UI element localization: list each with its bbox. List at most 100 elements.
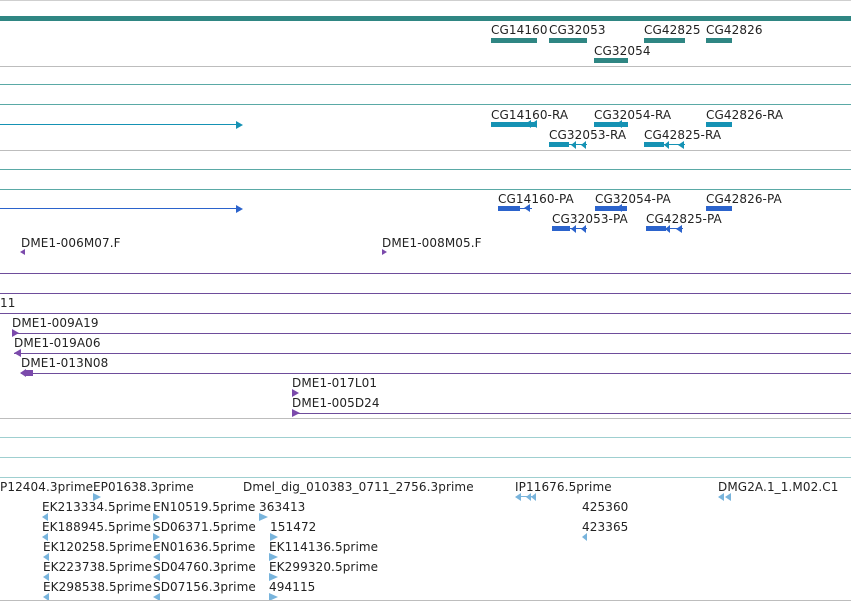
arrow-left-icon [14,349,21,357]
gene-label[interactable]: CG14160 [491,23,548,37]
est-label[interactable]: SD06371.5prime [153,520,256,534]
arrow-right-icon [270,533,278,541]
est-label[interactable]: DMG2A.1_1.M02.C1 [718,480,839,494]
est-label[interactable]: SD07156.3prime [153,580,256,594]
est-label[interactable]: 425360 [582,500,629,514]
clone-label[interactable]: DME1-019A06 [14,336,101,350]
track-separator [0,189,851,190]
transcript-label[interactable]: CG32053-RA [549,128,627,142]
est-label[interactable]: EK120258.5prime [43,540,153,554]
clone-line[interactable] [292,413,851,414]
clone-line[interactable] [12,333,851,334]
protein-feature[interactable] [706,206,732,211]
est-label[interactable]: 363413 [259,500,306,514]
arrow-left-icon [531,120,537,128]
arrow-left-icon [582,533,587,541]
transcript-feature[interactable] [549,142,569,147]
transcript-feature[interactable] [594,122,628,127]
gene-feature[interactable] [594,58,628,63]
protein-label[interactable]: CG42826-PA [706,192,782,206]
arrow-right-icon [93,493,101,501]
gene-feature[interactable] [491,38,537,43]
est-label[interactable]: EK223738.5prime [43,560,153,574]
track-separator [0,169,851,170]
est-label[interactable]: EK298538.5prime [43,580,153,594]
track-separator [0,273,851,274]
transcript-feature[interactable] [706,122,732,127]
arrow-left-icon [616,120,622,128]
clone-label[interactable]: 11 [0,296,16,310]
clone-label[interactable]: DME1-008M05.F [382,236,482,250]
est-label[interactable]: IP11676.5prime [515,480,612,494]
clone-line[interactable] [21,373,851,374]
arrow-left-icon [42,513,48,521]
protein-label[interactable]: CG32054-PA [595,192,671,206]
gene-label[interactable]: CG42825 [644,23,701,37]
gene-label[interactable]: CG32053 [549,23,606,37]
track-separator [0,418,851,419]
est-label[interactable]: SD04760.3prime [153,560,256,574]
arrow-left-icon [524,204,530,212]
gene-feature[interactable] [549,38,587,43]
arrow-left-icon [725,493,731,501]
transcript-feature[interactable] [644,142,664,147]
arrow-left-icon [571,225,576,233]
transcript-label[interactable]: CG14160-RA [491,108,569,122]
transcript-line[interactable] [664,144,685,145]
clone-label[interactable]: DME1-005D24 [292,396,380,410]
gene-label[interactable]: CG32054 [594,44,651,58]
transcript-feature[interactable] [491,122,537,127]
est-label[interactable]: Dmel_dig_010383_0711_2756.3prime [243,480,474,494]
arrow-left-icon [571,141,576,149]
protein-feature[interactable] [595,206,627,211]
arrow-right-icon [292,409,300,417]
arrow-left-icon [42,533,48,541]
est-label[interactable]: EP01638.3prime [93,480,194,494]
protein-feature[interactable] [498,206,520,211]
clone-label[interactable]: DME1-013N08 [21,356,109,370]
arrow-left-icon [43,573,49,581]
est-label[interactable]: EN01636.5prime [153,540,256,554]
track-separator [0,457,851,458]
est-label[interactable]: EK299320.5prime [269,560,379,574]
track-separator [0,150,851,151]
est-label[interactable]: EN10519.5prime [153,500,256,514]
protein-feature[interactable] [552,226,570,231]
est-label[interactable]: 494115 [269,580,316,594]
protein-line[interactable] [570,228,587,229]
transcript-label[interactable]: CG32054-RA [594,108,672,122]
clone-feature[interactable] [25,370,33,376]
est-label[interactable]: EK114136.5prime [269,540,379,554]
est-label[interactable]: P12404.3prime [0,480,94,494]
arrow-right-icon [12,329,19,337]
est-label[interactable]: EK213334.5prime [42,500,152,514]
transcript-line[interactable] [0,124,236,125]
protein-label[interactable]: CG32053-PA [552,212,628,226]
arrow-left-icon [581,225,586,233]
transcript-line[interactable] [569,144,587,145]
track-separator [0,313,851,314]
protein-line[interactable] [0,208,236,209]
arrow-left-icon [20,249,25,255]
protein-line[interactable] [666,228,683,229]
transcript-label[interactable]: CG42825-RA [644,128,722,142]
gene-feature[interactable] [706,38,732,43]
arrow-left-icon [678,141,684,149]
arrow-left-icon [153,573,160,581]
clone-label[interactable]: DME1-009A19 [12,316,99,330]
clone-label[interactable]: DME1-017L01 [292,376,378,390]
transcript-label[interactable]: CG42826-RA [706,108,784,122]
clone-label[interactable]: DME1-006M07.F [21,236,121,250]
clone-line[interactable] [14,353,851,354]
protein-label[interactable]: CG42825-PA [646,212,722,226]
protein-feature[interactable] [646,226,666,231]
arrow-left-icon [616,204,622,212]
arrow-left-icon [153,593,160,601]
est-label[interactable]: 151472 [270,520,317,534]
est-label[interactable]: 423365 [582,520,629,534]
protein-label[interactable]: CG14160-PA [498,192,574,206]
est-label[interactable]: EK188945.5prime [42,520,152,534]
gene-feature[interactable] [644,38,685,43]
gene-label[interactable]: CG42826 [706,23,763,37]
